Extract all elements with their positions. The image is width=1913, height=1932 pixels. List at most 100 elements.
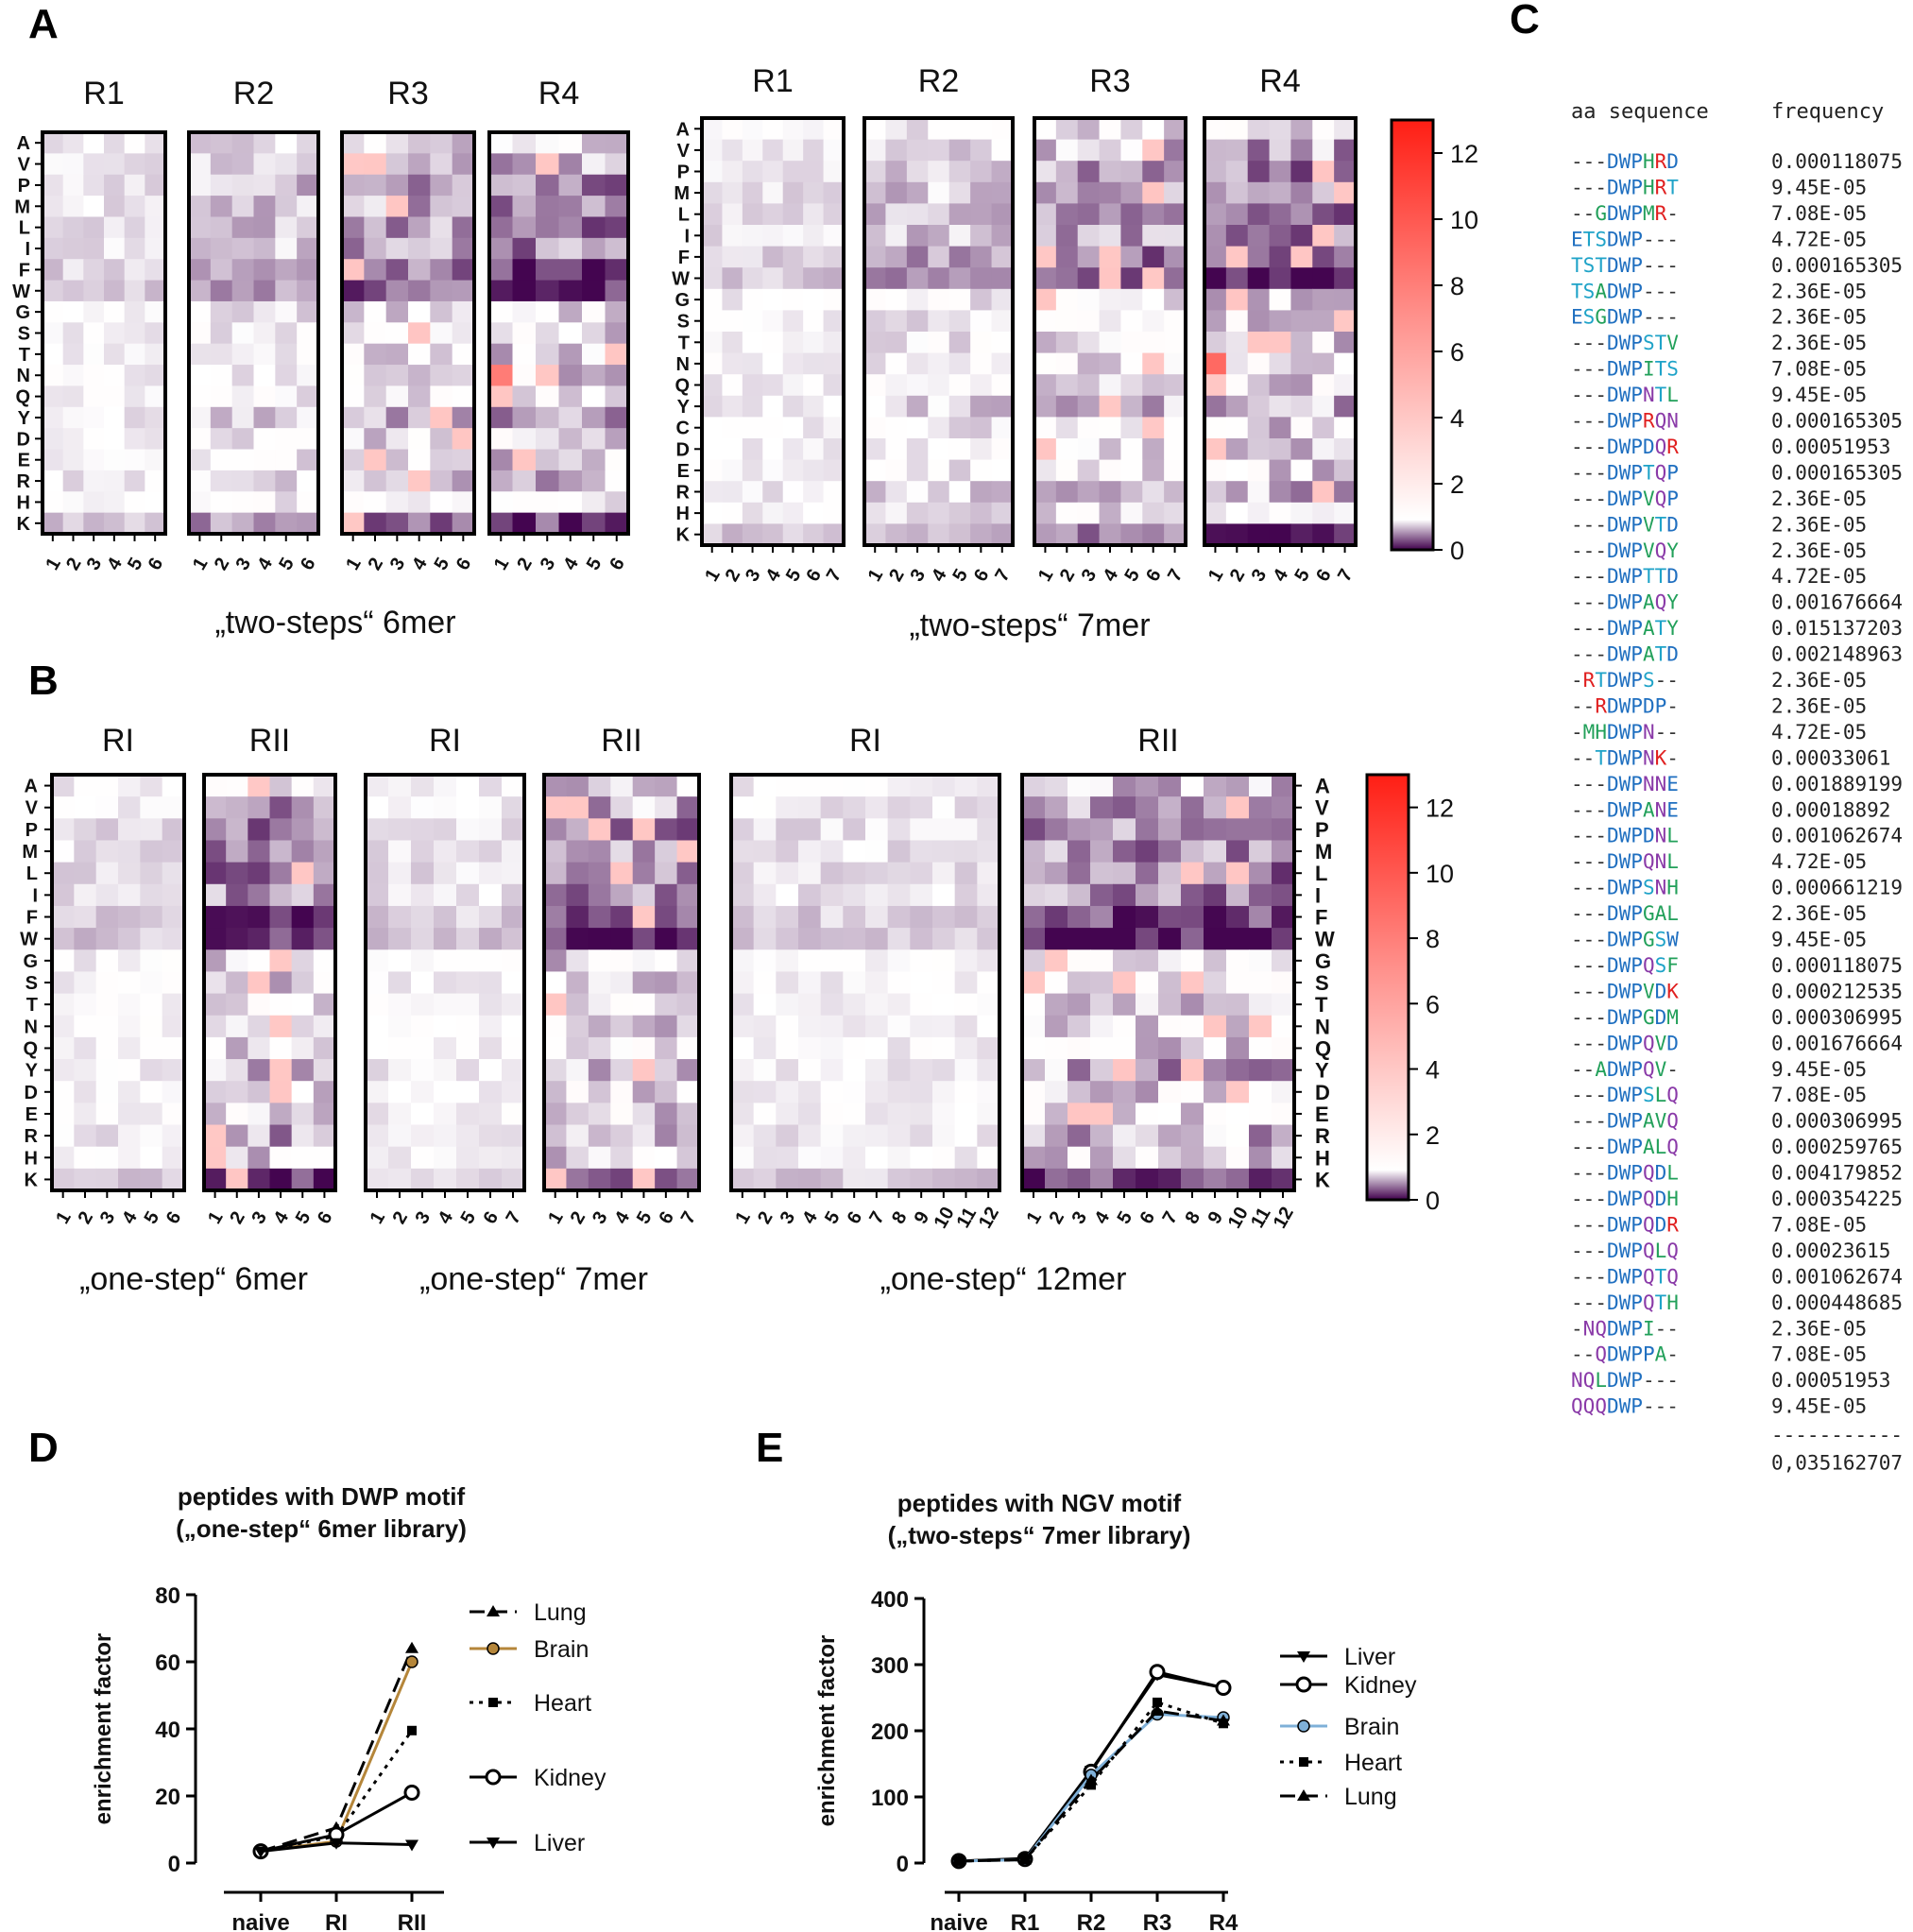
heatmap-cell <box>62 174 84 197</box>
heatmap-cell <box>124 259 145 282</box>
sequence-residue: - <box>1571 513 1583 536</box>
heatmap-cell <box>885 352 908 375</box>
heatmap-cell <box>1204 1015 1227 1038</box>
heatmap-cell <box>676 1015 700 1038</box>
heatmap-cell <box>803 288 825 311</box>
heatmap-cell <box>803 310 825 333</box>
data-point <box>1295 1676 1312 1693</box>
sequence-residue: Y <box>1666 539 1679 562</box>
heatmap-cell <box>823 523 845 546</box>
heatmap-cell <box>991 267 1014 290</box>
position-tick-label: 1 <box>204 1208 228 1228</box>
sequence-cell: ---DWPDQR <box>1571 436 1679 458</box>
heatmap-cell <box>1022 993 1046 1017</box>
heatmap-cell <box>1022 1168 1046 1191</box>
frequency-cell: 0.00051953 <box>1771 436 1890 458</box>
heatmap-cell <box>269 971 293 995</box>
heatmap-cell <box>798 1059 822 1082</box>
sequence-residue: P <box>1666 487 1679 510</box>
heatmap-cell <box>342 280 365 302</box>
heatmap-cell <box>991 246 1014 268</box>
heatmap-cell <box>655 1036 678 1060</box>
sequence-residue: D <box>1655 1162 1667 1185</box>
heatmap-cell <box>248 796 271 819</box>
heatmap-cell <box>558 385 583 408</box>
heatmap-cell <box>864 438 887 461</box>
heatmap-cell <box>1272 862 1295 885</box>
heatmap-cell <box>1204 949 1227 973</box>
heatmap-cell <box>297 343 319 366</box>
heatmap-cell <box>313 1124 336 1148</box>
heatmap-cell <box>676 796 700 819</box>
heatmap-cell <box>434 796 457 819</box>
heatmap-cell <box>1113 1059 1136 1082</box>
round-label: R4 <box>1259 63 1300 99</box>
colorbar-tick-label: 12 <box>1426 795 1454 823</box>
heatmap-cell <box>1090 818 1114 842</box>
residue-label: M <box>22 842 38 863</box>
sequence-residue: - <box>1571 825 1583 847</box>
heatmap-cell <box>512 237 537 260</box>
heatmap-cell <box>1077 246 1101 268</box>
heatmap-cell <box>991 459 1014 482</box>
heatmap-cell <box>782 417 804 439</box>
heatmap-cell <box>776 1081 799 1103</box>
heatmap-cell <box>95 1124 119 1148</box>
heatmap-cell <box>1090 1103 1114 1126</box>
heatmap-cell <box>452 470 475 492</box>
heatmap-cell <box>544 993 568 1017</box>
heatmap-cell <box>632 1168 656 1191</box>
heatmap-cell <box>385 449 409 471</box>
heatmap-cell <box>1204 862 1227 885</box>
heatmap-cell <box>536 491 560 514</box>
heatmap-cell <box>742 203 763 226</box>
panel-letter-c: C <box>1510 0 1540 43</box>
sequence-residue: L <box>1666 902 1679 925</box>
heatmap-cell <box>479 1015 503 1038</box>
sequence-residue: N <box>1655 877 1667 899</box>
heatmap-cell <box>1226 818 1250 842</box>
heatmap-cell <box>231 153 255 176</box>
heatmap-cell <box>74 1146 97 1170</box>
sequence-cell: ---DWPHRD <box>1571 150 1679 173</box>
heatmap-cell <box>1045 993 1068 1017</box>
heatmap-cell <box>253 428 276 451</box>
heatmap-cell <box>676 775 700 797</box>
sequence-residue: D <box>1607 902 1619 925</box>
heatmap-cell <box>753 1036 777 1060</box>
heatmap-cell <box>928 374 950 397</box>
sequence-residue: - <box>1583 487 1596 510</box>
heatmap-cell <box>605 153 629 176</box>
heatmap-cell <box>479 1059 503 1082</box>
sequence-residue: P <box>1631 280 1643 302</box>
heatmap-cell <box>313 1168 336 1191</box>
sequence-residue: P <box>1631 565 1643 588</box>
heatmap-cell <box>887 928 911 950</box>
heatmap-cell <box>742 332 763 354</box>
heatmap-cell <box>820 775 844 797</box>
heatmap-cell <box>753 993 777 1017</box>
heatmap-cell <box>566 1168 589 1191</box>
heatmap-cell <box>1181 1103 1204 1126</box>
sequence-residue: N <box>1655 825 1667 847</box>
residue-label: R <box>17 471 31 492</box>
residue-label: N <box>25 1017 38 1037</box>
sequence-residue: D <box>1607 1369 1619 1392</box>
heatmap-cell <box>253 196 276 218</box>
heatmap-cell <box>1204 993 1227 1017</box>
heatmap-cell <box>742 374 763 397</box>
heatmap-cell <box>512 491 537 514</box>
heatmap-cell <box>118 796 141 819</box>
heatmap-cell <box>588 928 611 950</box>
sequence-residue: D <box>1607 591 1619 614</box>
heatmap-cell <box>970 417 993 439</box>
legend-label: Brain <box>1344 1714 1399 1740</box>
heatmap-cell <box>1022 796 1046 819</box>
heatmap-cell <box>269 840 293 863</box>
heatmap-cell <box>798 1146 822 1170</box>
heatmap-cell <box>489 491 514 514</box>
heatmap-cell <box>162 818 185 842</box>
sequence-residue: R <box>1655 150 1667 173</box>
residue-label: T <box>26 995 38 1016</box>
